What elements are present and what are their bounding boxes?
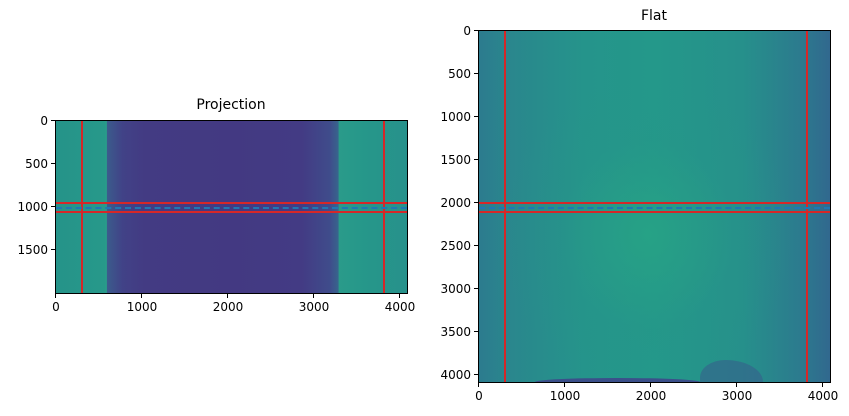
projection-panel: Projection 0 1000 2000 3000 4000 0 500 1… [0, 0, 420, 416]
x-tick [141, 294, 142, 298]
y-tick [474, 116, 478, 117]
y-tick-label: 0 [463, 24, 471, 38]
y-tick [474, 73, 478, 74]
y-tick-label: 500 [25, 157, 48, 171]
x-tick [478, 383, 479, 387]
x-tick [227, 294, 228, 298]
y-tick [51, 163, 55, 164]
y-tick [474, 30, 478, 31]
x-tick-label: 0 [475, 389, 483, 403]
y-tick [51, 206, 55, 207]
red-horizontal-line-top [56, 202, 407, 205]
flat-axes [478, 30, 831, 383]
x-tick [564, 383, 565, 387]
x-tick [650, 383, 651, 387]
y-tick [474, 288, 478, 289]
x-tick-label: 3000 [721, 389, 753, 403]
x-tick [736, 383, 737, 387]
x-tick-label: 0 [52, 300, 60, 314]
x-tick-label: 2000 [212, 300, 244, 314]
flat-bottom-right-artifact [700, 360, 764, 382]
projection-title: Projection [196, 97, 266, 113]
x-tick-label: 1000 [126, 300, 158, 314]
flat-bottom-artifact [535, 378, 701, 382]
y-tick [474, 331, 478, 332]
blue-dashed-center-line [479, 206, 830, 209]
y-tick-label: 0 [40, 114, 48, 128]
x-tick-label: 1000 [549, 389, 581, 403]
projection-axes [55, 120, 408, 294]
x-tick [313, 294, 314, 298]
y-tick [51, 120, 55, 121]
y-tick-label: 1000 [17, 200, 48, 214]
x-tick [399, 294, 400, 298]
y-tick-label: 4000 [440, 368, 471, 382]
x-tick [822, 383, 823, 387]
y-tick-label: 3500 [440, 325, 471, 339]
y-tick-label: 2000 [440, 196, 471, 210]
y-tick [474, 202, 478, 203]
y-tick [51, 249, 55, 250]
x-tick-label: 3000 [298, 300, 330, 314]
x-tick-label: 2000 [635, 389, 667, 403]
y-tick-label: 500 [448, 67, 471, 81]
y-tick-label: 1500 [17, 243, 48, 257]
x-tick [55, 294, 56, 298]
blue-dashed-center-line [56, 206, 407, 209]
y-tick-label: 1000 [440, 110, 471, 124]
y-tick-label: 2500 [440, 239, 471, 253]
red-horizontal-line-bottom [56, 210, 407, 213]
y-tick-label: 3000 [440, 282, 471, 296]
y-tick [474, 245, 478, 246]
flat-title: Flat [640, 8, 668, 24]
y-tick [474, 374, 478, 375]
red-horizontal-line-top [479, 202, 830, 205]
x-tick-label: 4000 [807, 389, 839, 403]
x-tick-label: 4000 [384, 300, 416, 314]
y-tick [474, 159, 478, 160]
red-horizontal-line-bottom [479, 210, 830, 213]
y-tick-label: 1500 [440, 153, 471, 167]
